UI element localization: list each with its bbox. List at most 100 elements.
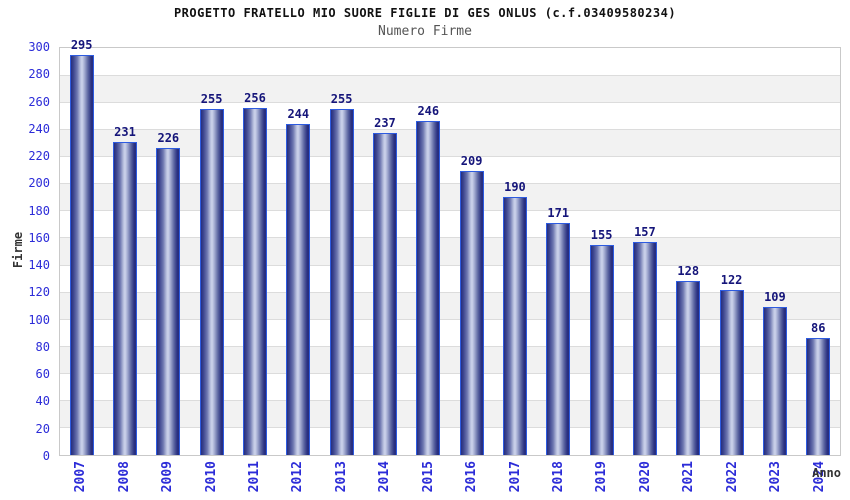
bars-container: 295 231 226 255 256 244 255 237 246 209 190 171 155 1… [60,38,840,455]
bar-value-label: 171 [547,206,570,221]
grid-band [60,237,840,266]
bar [156,148,181,455]
x-tick-label: 2019 [594,461,610,493]
bar-value-label: 231 [114,124,136,139]
x-tick-label: 2011 [246,461,262,493]
bar [676,281,701,455]
bar [286,123,311,455]
x-tick-label: 2012 [290,461,306,493]
bar [69,54,94,455]
bar-value-label: 244 [287,106,310,121]
bar-value-label: 155 [590,227,613,242]
bar-value-label: 86 [811,321,826,336]
grid-line [60,237,840,239]
grid-line [60,264,840,266]
bar-slot: 246 [407,48,450,455]
bar-value-label: 256 [244,90,266,105]
y-tick-label: 280 [28,67,50,82]
x-tick-cell: 2020 [624,461,667,500]
y-axis-labels: 0 20 40 60 80 100 120 140 160 180 200 220 240 260 280 3… [0,40,50,463]
bar-slot: 109 [753,48,796,455]
bar-value-label: 209 [460,154,483,169]
grid-line [60,318,840,320]
x-tick-label: 2013 [333,461,349,493]
bar [589,244,614,455]
bar-value-label: 255 [330,92,353,107]
bar [416,121,441,455]
grid-line [60,427,840,429]
x-tick-label: 2014 [377,461,393,493]
y-tick-label: 140 [28,258,50,273]
bar-slot: 255 [190,48,233,455]
bar-value-label: 295 [70,37,93,52]
bar [502,197,527,455]
grid-line [60,345,840,347]
x-tick-label: 2008 [116,461,132,493]
bar-slot: 244 [277,48,320,455]
y-tick-label: 80 [35,339,50,354]
x-tick-label: 2016 [464,461,480,493]
x-tick-cell: 2018 [537,461,580,500]
y-tick-label: 180 [28,203,50,218]
x-tick-label: 2021 [681,461,697,493]
grid-line [60,183,840,185]
grid-band [60,129,840,157]
x-axis-labels: 2007 2008 2009 2010 2011 2012 2013 2014 2015 2016… [59,461,841,500]
x-tick-cell: 2014 [363,461,406,500]
bar-value-label: 237 [374,116,396,131]
bar [762,307,787,455]
x-tick-cell: 2009 [146,461,189,500]
x-axis-title: Anno [812,466,841,480]
bar-value-label: 122 [720,272,743,287]
y-tick-label: 20 [35,421,50,436]
grid-band [60,346,840,374]
bar-value-label: 246 [417,104,440,119]
bar-slot: 295 [60,38,103,455]
grid-line [60,101,840,103]
y-tick-label: 220 [28,149,50,164]
bar-slot: 128 [667,48,710,455]
bar-slot: 231 [103,48,146,455]
bar-value-label: 128 [677,264,700,279]
x-tick-cell: 2019 [580,461,623,500]
grid-line [60,156,840,158]
bar [632,242,657,455]
y-tick-label: 40 [35,394,50,409]
x-tick-cell: 2012 [276,461,319,500]
x-tick-cell: 2008 [102,461,145,500]
y-tick-label: 120 [28,285,50,300]
x-tick-cell: 2016 [450,461,493,500]
y-tick-label: 240 [28,121,50,136]
x-tick-label: 2018 [551,461,567,493]
x-tick-cell: 2023 [754,461,797,500]
y-axis-title: Firme [11,231,25,269]
bar [806,338,831,455]
bar-slot: 171 [537,48,580,455]
grid-line [60,291,840,293]
x-tick-label: 2009 [160,461,176,493]
bar-value-label: 157 [634,225,656,240]
bar-value-label: 226 [157,131,180,146]
x-tick-cell: 2010 [189,461,232,500]
y-tick-label: 160 [28,230,50,245]
bar [372,133,397,455]
bar [199,109,224,455]
bar [546,223,571,455]
chart-subtitle: Numero Firme [378,24,472,39]
grid-band [60,75,840,103]
bar-slot: 190 [493,48,536,455]
bar-slot: 237 [363,48,406,455]
x-tick-cell: 2022 [711,461,754,500]
bar-slot: 155 [580,48,623,455]
y-tick-label: 100 [28,312,50,327]
x-tick-label: 2010 [203,461,219,493]
y-tick-label: 300 [28,40,50,54]
x-tick-cell: 2007 [59,461,102,500]
bar [329,109,354,455]
grid-line [60,74,840,76]
x-tick-cell: 2017 [493,461,536,500]
bar-slot: 255 [320,48,363,455]
y-tick-label: 60 [35,367,50,382]
plot-area: 295 231 226 255 256 244 255 237 246 209 190 171 155 1… [59,38,841,456]
grid-band [60,400,840,428]
